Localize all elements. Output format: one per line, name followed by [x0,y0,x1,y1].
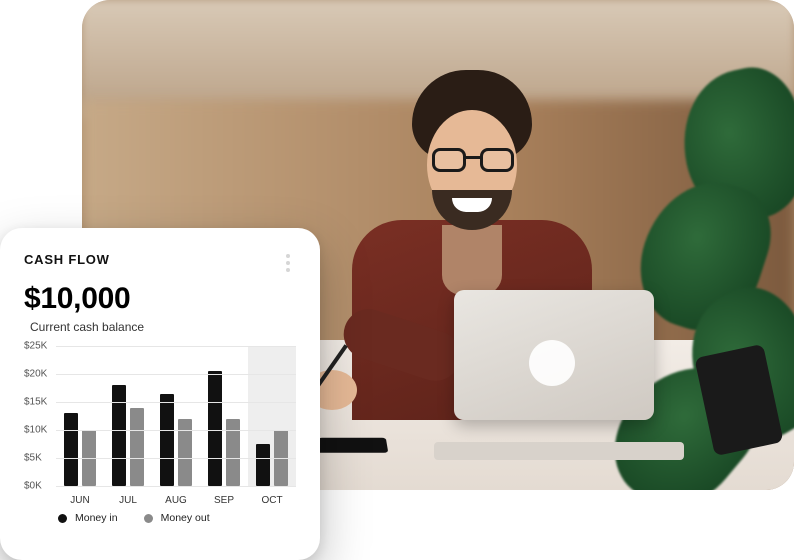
legend-money-in: Money in [58,512,118,524]
chart-gridline [56,374,296,375]
bar-money-out [178,419,192,486]
bar-money-in [256,444,270,486]
bar-money-in [64,413,78,486]
bar-money-out [226,419,240,486]
bar-group [112,385,144,486]
legend-money-out: Money out [144,512,210,524]
legend-label-in: Money in [75,512,118,524]
x-axis-label: OCT [261,495,282,506]
bar-money-in [208,371,222,486]
y-axis-label: $10K [24,425,47,436]
legend-dot-in [58,514,67,523]
legend-label-out: Money out [161,512,210,524]
chart-gridline [56,402,296,403]
chart-gridline [56,458,296,459]
bar-group [160,394,192,486]
x-axis-label: JUL [119,495,137,506]
chart-gridline [56,346,296,347]
cash-balance-label: Current cash balance [30,320,296,334]
more-menu-icon[interactable] [280,252,296,272]
legend-dot-out [144,514,153,523]
y-axis-label: $15K [24,397,47,408]
y-axis-label: $25K [24,341,47,352]
y-axis-label: $20K [24,369,47,380]
x-axis-label: SEP [214,495,234,506]
chart-gridline [56,486,296,487]
bar-money-in [160,394,174,486]
chart-legend: Money in Money out [24,512,296,524]
cash-balance-value: $10,000 [24,282,296,316]
chart-plot-area [56,346,296,486]
chart-gridline [56,430,296,431]
y-axis-label: $0K [24,481,42,492]
bar-money-out [130,408,144,486]
y-axis-label: $5K [24,453,42,464]
bar-money-in [112,385,126,486]
cash-flow-card: CASH FLOW $10,000 Current cash balance $… [0,228,320,560]
x-axis-label: AUG [165,495,187,506]
x-axis-label: JUN [70,495,89,506]
cash-flow-chart: $25K$20K$15K$10K$5K$0KJUNJULAUGSEPOCT [24,346,296,506]
bar-group [64,413,96,486]
bar-group [208,371,240,486]
card-title: CASH FLOW [24,252,110,267]
